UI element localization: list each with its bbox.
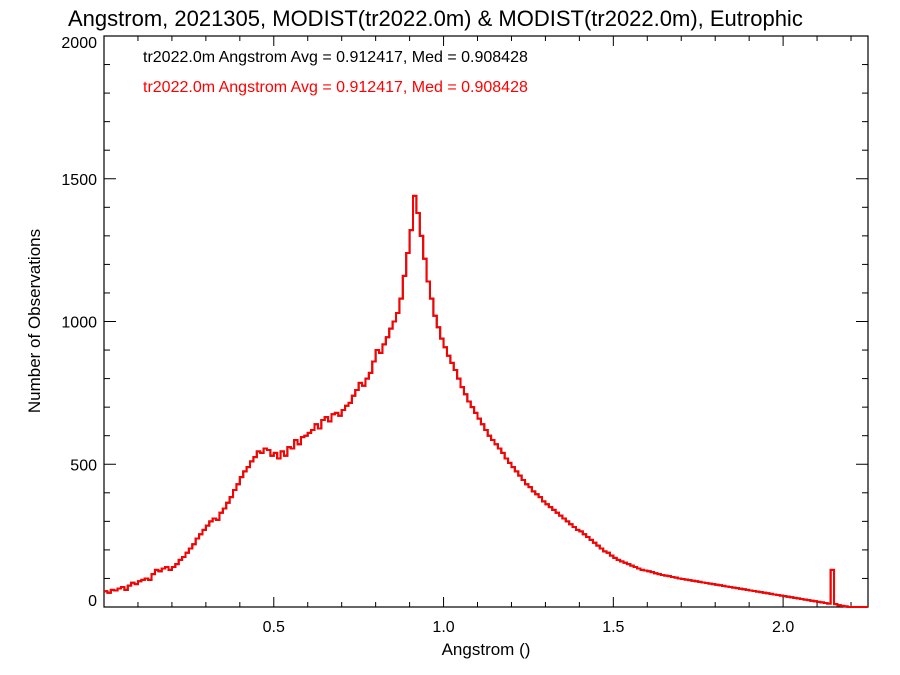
chart-title: Angstrom, 2021305, MODIST(tr2022.0m) & M…: [68, 6, 803, 31]
x-axis-label: Angstrom (): [442, 640, 531, 659]
y-axis-label: Number of Observations: [25, 229, 44, 413]
y-tick-label: 1000: [61, 315, 97, 332]
x-tick-label: 1.0: [432, 619, 454, 636]
y-tick-label: 1500: [61, 172, 97, 189]
legend-entry-red: tr2022.0m Angstrom Avg = 0.912417, Med =…: [143, 79, 528, 96]
x-tick-label: 1.5: [602, 619, 624, 636]
series-line-red: [104, 194, 868, 608]
x-axis-ticks: [137, 36, 852, 607]
x-axis-tick-labels: 0.5 1.0 1.5 2.0: [263, 619, 795, 636]
x-tick-label: 2.0: [772, 619, 794, 636]
y-tick-label: 2000: [61, 35, 97, 52]
y-axis-tick-labels: 0 500 1000 1500 2000: [61, 35, 97, 610]
y-tick-label: 500: [70, 457, 97, 474]
y-tick-label: 0: [88, 593, 97, 610]
legend-entry-black: tr2022.0m Angstrom Avg = 0.912417, Med =…: [143, 49, 528, 66]
series-line-black: [104, 194, 868, 608]
plot-frame: [103, 35, 869, 608]
y-axis-ticks: [104, 35, 868, 608]
x-tick-label: 0.5: [263, 619, 285, 636]
